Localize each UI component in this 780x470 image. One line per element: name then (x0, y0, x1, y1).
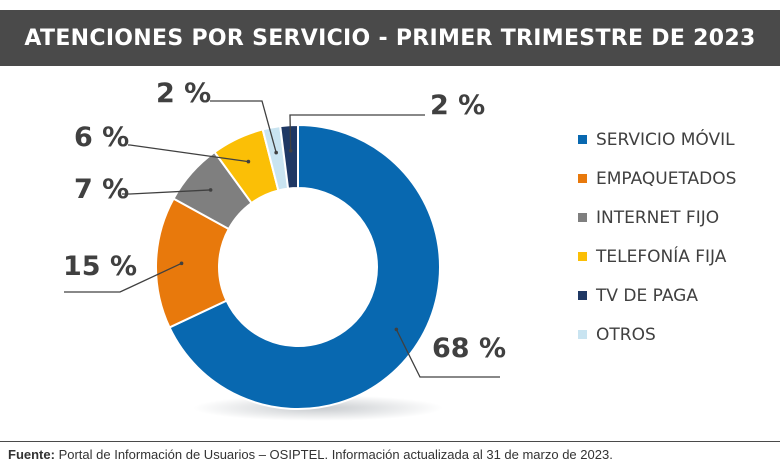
legend-item: EMPAQUETADOS (578, 159, 778, 198)
legend-label: SERVICIO MÓVIL (596, 129, 735, 150)
legend-swatch (578, 252, 587, 261)
leader-dot (274, 150, 278, 155)
leader-dot (208, 188, 213, 192)
leader-line (122, 189, 211, 195)
source-note: Fuente: Portal de Información de Usuario… (8, 447, 778, 462)
data-label: 2 % (430, 90, 485, 121)
chart-title: ATENCIONES POR SERVICIO - PRIMER TRIMEST… (24, 25, 756, 51)
donut-slice (279, 123, 299, 190)
legend-item: OTROS (578, 315, 778, 354)
data-label: 68 % (432, 333, 506, 364)
leader-line (210, 100, 277, 153)
data-label: 6 % (74, 122, 129, 153)
chart-header: ATENCIONES POR SERVICIO - PRIMER TRIMEST… (0, 10, 780, 66)
leader-dot (246, 159, 251, 164)
leader-dot (179, 261, 184, 266)
leader-line (128, 144, 249, 163)
legend-label: TV DE PAGA (596, 285, 698, 306)
legend-swatch (578, 330, 587, 339)
legend-item: INTERNET FIJO (578, 198, 778, 237)
data-label: 2 % (156, 78, 211, 109)
source-text: Portal de Información de Usuarios – OSIP… (54, 447, 613, 462)
leader-line (64, 262, 182, 293)
legend-label: EMPAQUETADOS (596, 168, 737, 189)
source-label: Fuente: (8, 447, 55, 462)
donut-slice (168, 123, 441, 410)
legend-label: TELEFONÍA FIJA (596, 246, 727, 267)
legend-label: INTERNET FIJO (596, 207, 720, 228)
data-label: 7 % (74, 174, 129, 205)
legend-swatch (578, 213, 587, 222)
leader-dot (394, 327, 399, 332)
leader-line (289, 114, 425, 151)
chart-legend: SERVICIO MÓVIL EMPAQUETADOS INTERNET FIJ… (578, 120, 778, 354)
legend-label: OTROS (596, 324, 656, 345)
donut-chart: 68 % 15 % 7 % 6 % 2 % 2 % (63, 78, 506, 421)
legend-item: SERVICIO MÓVIL (578, 120, 778, 159)
legend-swatch (578, 174, 587, 183)
leader-dot (288, 148, 293, 153)
leader-line (395, 329, 500, 378)
data-label: 15 % (63, 251, 137, 282)
footer-divider (0, 441, 780, 442)
legend-item: TELEFONÍA FIJA (578, 237, 778, 276)
legend-item: TV DE PAGA (578, 276, 778, 315)
legend-swatch (578, 291, 587, 300)
legend-swatch (578, 135, 587, 144)
